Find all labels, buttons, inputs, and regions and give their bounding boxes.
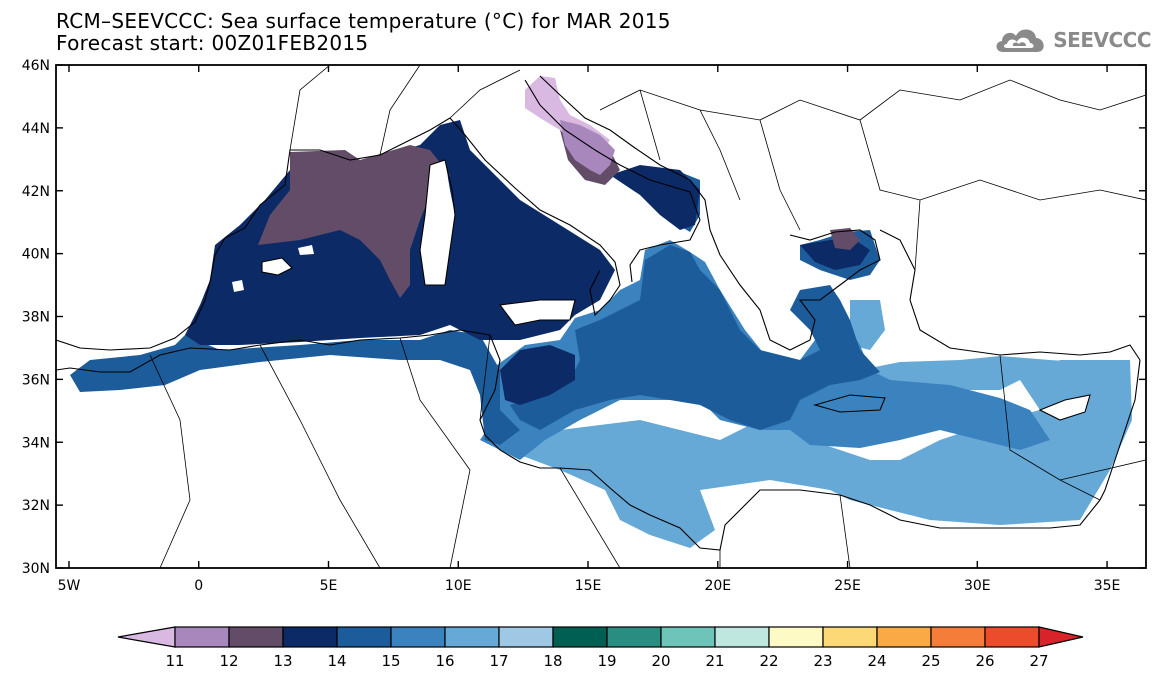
- sst-band-15: [480, 240, 1050, 460]
- colorbar-swatch: [660, 626, 716, 648]
- latitude-axis: 46N 44N 42N 40N 38N 36N 34N 32N 30N: [22, 58, 1146, 577]
- colorbar-label: 17: [489, 652, 508, 670]
- longitude-axis: 5W 0 5E 10E 15E 20E 25E 30E 35E: [58, 65, 1121, 594]
- sst-band-14: [70, 172, 880, 445]
- colorbar: 11 12 13 14 15 16 17 18 19 20 21 22 23 24 25 26 27: [117, 626, 1084, 670]
- seevccc-logo: SEEVCCC: [993, 24, 1151, 56]
- coast-crete: [812, 394, 886, 413]
- lon-tick-label: 35E: [1094, 578, 1121, 594]
- coast-cyprus: [1038, 394, 1091, 421]
- lat-tick-label: 36N: [22, 372, 50, 388]
- coast-italy-east: [524, 79, 701, 283]
- colorbar-label: 15: [381, 652, 400, 670]
- lon-tick-label: 0: [194, 578, 203, 594]
- title-block: RCM–SEEVCCC: Sea surface temperature (°C…: [56, 10, 671, 54]
- colorbar-swatch: [390, 626, 446, 648]
- coast-balkans: [539, 75, 881, 351]
- colorbar-label: 24: [867, 652, 886, 670]
- coast-italy-west: [449, 117, 621, 317]
- lon-tick-label: 20E: [704, 578, 731, 594]
- colorbar-label: 12: [219, 652, 238, 670]
- colorbar-swatch: [552, 626, 608, 648]
- colorbar-label: 22: [759, 652, 778, 670]
- lon-tick-label: 10E: [445, 578, 472, 594]
- colorbar-label: 26: [975, 652, 994, 670]
- coast-north-africa: [56, 329, 1101, 551]
- island-mallorca: [262, 258, 292, 275]
- lat-tick-label: 38N: [22, 310, 50, 326]
- lat-tick-label: 46N: [22, 58, 50, 74]
- coast-sicily: [498, 299, 576, 326]
- coastlines: [56, 65, 1146, 568]
- colorbar-swatch: [984, 626, 1040, 648]
- colorbar-swatch: [282, 626, 338, 648]
- colorbar-label: 19: [597, 652, 616, 670]
- colorbar-swatch: [444, 626, 500, 648]
- forecast-start-label: Forecast start: 00Z01FEB2015: [56, 31, 369, 55]
- colorbar-label: 21: [705, 652, 724, 670]
- logo-text: SEEVCCC: [1053, 28, 1151, 52]
- lat-tick-label: 34N: [22, 435, 50, 451]
- colorbar-label: 27: [1029, 652, 1048, 670]
- colorbar-swatch: [228, 626, 284, 648]
- coast-levant: [1099, 359, 1141, 501]
- colorbar-low-arrow: [117, 626, 176, 648]
- lon-tick-label: 15E: [575, 578, 602, 594]
- lat-tick-label: 30N: [22, 561, 50, 577]
- lat-tick-label: 32N: [22, 498, 50, 514]
- lon-tick-label: 25E: [834, 578, 861, 594]
- island-ibiza: [232, 280, 244, 292]
- colorbar-swatch: [714, 626, 770, 648]
- colorbar-swatch: [822, 626, 878, 648]
- lat-tick-label: 42N: [22, 184, 50, 200]
- coast-turkey: [879, 229, 1141, 361]
- lat-tick-label: 44N: [22, 121, 50, 137]
- colorbar-high-arrow: [1038, 626, 1084, 648]
- lon-tick-label: 30E: [964, 578, 991, 594]
- coast-iberia: [56, 117, 451, 351]
- lon-tick-label: 5E: [320, 578, 338, 594]
- colorbar-swatch: [336, 626, 392, 648]
- colorbar-label: 18: [543, 652, 562, 670]
- map-title: RCM–SEEVCCC: Sea surface temperature (°C…: [56, 9, 671, 33]
- colorbar-swatch: [174, 626, 230, 648]
- colorbar-label: 23: [813, 652, 832, 670]
- country-borders: [149, 65, 1146, 568]
- colorbar-swatch: [606, 626, 662, 648]
- colorbar-swatch: [930, 626, 986, 648]
- island-menorca: [298, 245, 314, 255]
- coast-sardinia-corsica: [419, 159, 456, 286]
- island-sicily: [500, 300, 575, 325]
- lon-tick-label: 5W: [58, 578, 81, 594]
- island-cyprus: [1040, 395, 1090, 420]
- sst-band-16: [520, 300, 1132, 548]
- cloud-icon: [996, 29, 1044, 52]
- sst-band-11-12: [560, 120, 615, 175]
- sea-temperature-field: [65, 68, 1142, 552]
- lat-tick-label: 40N: [22, 247, 50, 263]
- colorbar-label: 20: [651, 652, 670, 670]
- island-sardinia-corsica: [420, 160, 455, 285]
- colorbar-swatch: [768, 626, 824, 648]
- colorbar-swatch: [498, 626, 554, 648]
- colorbar-label: 13: [273, 652, 292, 670]
- colorbar-swatch: [876, 626, 932, 648]
- colorbar-label: 11: [165, 652, 184, 670]
- colorbar-label: 14: [327, 652, 346, 670]
- sst-band-12: [258, 125, 860, 298]
- colorbar-label: 25: [921, 652, 940, 670]
- coast-mallorca: [261, 257, 293, 276]
- colorbar-label: 16: [435, 652, 454, 670]
